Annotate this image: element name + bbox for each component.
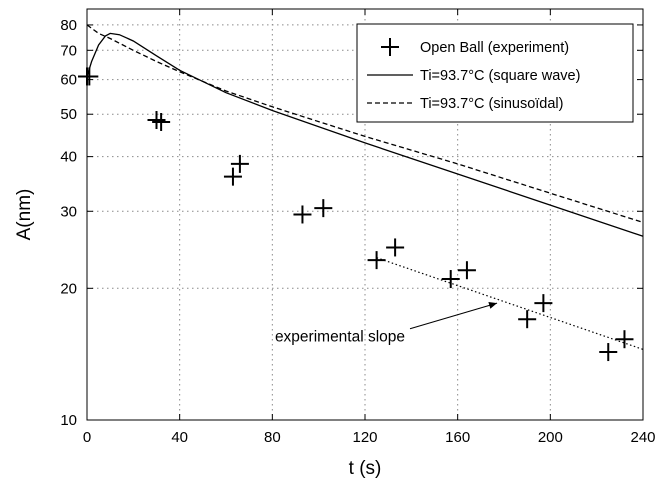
data-point [599, 343, 618, 362]
legend-marker [381, 38, 399, 56]
y-tick-label: 30 [60, 203, 77, 220]
x-tick-label: 160 [445, 429, 470, 446]
x-axis-title: t (s) [349, 458, 382, 479]
x-tick-label: 80 [264, 429, 281, 446]
series-layer [78, 24, 644, 362]
legend: Open Ball (experiment) Ti=93.7°C (square … [356, 23, 634, 123]
series-line-ti-93-7-c-square-wave [86, 32, 644, 237]
data-point [615, 330, 634, 349]
series-line-ti-93-7-c-sinuso-dal [86, 24, 644, 224]
y-axis-title: A(nm) [14, 189, 35, 241]
y-tick-label: 70 [60, 42, 77, 59]
annotation-arrowhead [488, 302, 498, 309]
annotation-arrow [409, 302, 498, 330]
y-tick-label: 80 [60, 17, 77, 34]
legend-entry: Ti=93.7°C (sinusoïdal) [367, 96, 563, 112]
data-point [386, 238, 405, 257]
data-point [518, 310, 537, 329]
y-tick-label: 50 [60, 106, 77, 123]
legend-label: Ti=93.7°C (square wave) [420, 68, 580, 84]
y-tick-label: 20 [60, 280, 77, 297]
ticks-layer: 0 40 80 120 160 200 240 10 20 30 40 50 60 70 80 [60, 9, 656, 446]
series-open-ball-experiment [78, 67, 634, 362]
data-point [147, 111, 166, 130]
data-point [293, 205, 312, 224]
annotation-layer: experimental slope [275, 302, 498, 346]
y-tick-label: 40 [60, 149, 77, 166]
annotation-experimental-slope: experimental slope [275, 329, 405, 346]
data-point [534, 294, 553, 313]
data-point [441, 270, 460, 289]
data-point [223, 167, 242, 186]
x-tick-label: 120 [352, 429, 377, 446]
x-tick-label: 40 [171, 429, 188, 446]
data-point [367, 251, 386, 270]
series-line-experimental-slope [376, 257, 644, 350]
x-tick-label: 200 [538, 429, 563, 446]
data-point [230, 154, 249, 173]
x-tick-label: 240 [630, 429, 655, 446]
y-tick-label: 10 [60, 412, 77, 429]
data-point [314, 199, 333, 218]
legend-label: Ti=93.7°C (sinusoïdal) [420, 96, 563, 112]
legend-box [356, 23, 634, 123]
legend-entry: Open Ball (experiment) [381, 38, 569, 56]
x-tick-label: 0 [83, 429, 91, 446]
legend-entries: Open Ball (experiment) Ti=93.7°C (square … [367, 38, 580, 112]
data-point [457, 261, 476, 280]
data-point [152, 112, 171, 131]
legend-label: Open Ball (experiment) [420, 40, 569, 56]
legend-entry: Ti=93.7°C (square wave) [367, 68, 580, 84]
grid-layer [87, 9, 643, 420]
y-tick-label: 60 [60, 72, 77, 89]
